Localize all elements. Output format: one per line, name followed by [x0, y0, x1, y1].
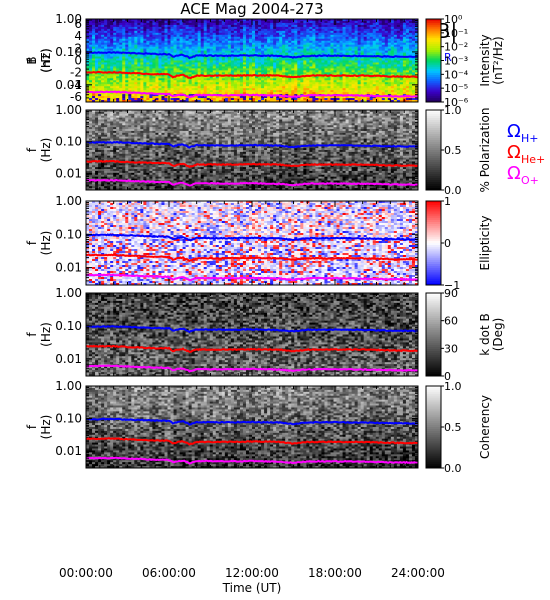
legend-omega-symbol: Ω	[507, 163, 521, 184]
legend-omega-symbol: Ω	[507, 121, 521, 142]
y-axis-unit: (Hz)	[39, 48, 53, 73]
y-axis-label: f (Hz)	[25, 48, 53, 73]
figure-title: ACE Mag 2004-273	[180, 0, 323, 18]
legend-subscript: H+	[521, 132, 539, 145]
y-tick-label: 0.10	[55, 45, 82, 59]
colorbar-tick-label: 10⁻⁴	[444, 68, 469, 81]
gyrofrequency-legend: Ω H+Ω He+Ω O+	[507, 121, 545, 187]
colorbar-title: Intensity	[478, 34, 492, 86]
y-tick-label: 0.01	[55, 78, 82, 92]
colorbar-unit: (nT²/Hz)	[491, 36, 505, 84]
colorbar-tick-label: 10⁻⁵	[444, 82, 468, 95]
legend-subscript: He+	[521, 153, 545, 166]
y-tick-label: 1.00	[55, 12, 82, 26]
legend-subscript: O+	[521, 174, 539, 187]
colorbar-tick-label: 10⁰	[444, 13, 463, 26]
colorbar-tick-label: 10⁻²	[444, 41, 468, 54]
colorbar-tick-label: 10⁻¹	[444, 27, 468, 40]
colorbar-label: Intensity (nT²/Hz)	[478, 34, 505, 86]
panel-polarization: 1.000.100.01f (Hz)1.00.50.0% Polarization	[25, 103, 492, 197]
legend-omega-symbol: Ω	[507, 142, 521, 163]
colorbar-tick-label: 10⁻³	[444, 55, 468, 68]
